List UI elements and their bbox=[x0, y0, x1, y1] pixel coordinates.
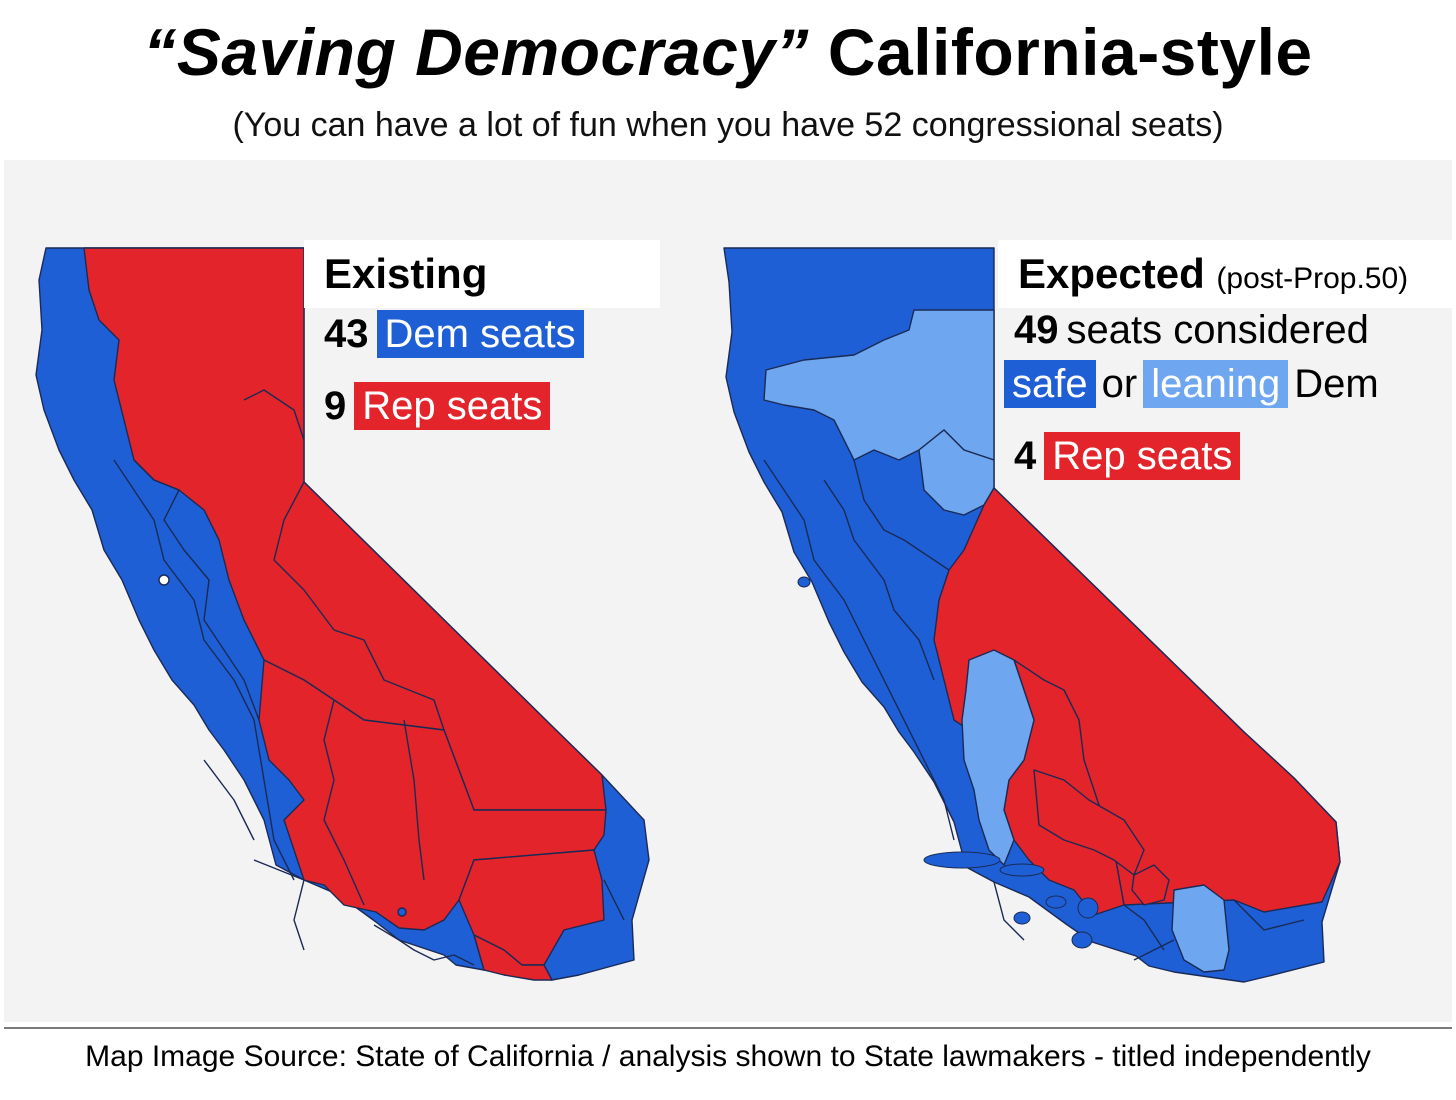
safe-label: safe bbox=[1004, 360, 1096, 408]
existing-heading: Existing bbox=[304, 240, 660, 308]
source-footer: Map Image Source: State of California / … bbox=[85, 1040, 1371, 1073]
expected-heading-sub: (post-Prop.50) bbox=[1216, 262, 1409, 295]
expected-dem-text: seats considered bbox=[1066, 308, 1369, 352]
existing-dem-label: Dem seats bbox=[376, 310, 584, 358]
lean-dem-district-south bbox=[1171, 884, 1230, 973]
expected-heading: Expected (post-Prop.50) bbox=[998, 240, 1456, 308]
existing-dem-count: 43 bbox=[324, 311, 369, 356]
expected-rep-count: 4 bbox=[1014, 433, 1037, 478]
existing-rep-row: 9 Rep seats bbox=[324, 382, 551, 430]
footer-divider bbox=[4, 1027, 1452, 1029]
expected-rep-row: 4 Rep seats bbox=[1014, 432, 1241, 480]
dem-suffix: Dem bbox=[1294, 361, 1379, 406]
maps-panel: Existing 43 Dem seats 9 Rep seats bbox=[4, 160, 1456, 1022]
expected-map: Expected (post-Prop.50) 49 seats conside… bbox=[704, 160, 1456, 1022]
page-title: “Saving Democracy” California-style bbox=[0, 14, 1456, 90]
expected-dem-count: 49 bbox=[1014, 308, 1059, 352]
lean-dem-district-central bbox=[961, 649, 1035, 866]
rep-district-north-east bbox=[83, 247, 607, 811]
expected-map-svg bbox=[723, 247, 1341, 983]
existing-dem-row: 43 Dem seats bbox=[324, 310, 584, 358]
title-quoted-part: “Saving Democracy” bbox=[143, 15, 809, 89]
expected-rep-label: Rep seats bbox=[1044, 432, 1241, 480]
rep-district-south-coast bbox=[473, 934, 553, 981]
rep-district-south-coast bbox=[1131, 864, 1170, 906]
rep-district-lower bbox=[1033, 769, 1145, 876]
expected-heading-title: Expected bbox=[1018, 250, 1205, 297]
title-rest: California-style bbox=[808, 15, 1313, 89]
expected-safe-row: safe or leaning Dem bbox=[1004, 360, 1385, 408]
existing-map: Existing 43 Dem seats 9 Rep seats bbox=[4, 160, 704, 1022]
or-text: or bbox=[1101, 361, 1138, 406]
channel-islands bbox=[797, 576, 1099, 949]
page-subtitle: (You can have a lot of fun when you have… bbox=[232, 106, 1224, 144]
leaning-label: leaning bbox=[1143, 360, 1289, 408]
expected-dem-row: 49 seats considered bbox=[1014, 308, 1369, 353]
existing-rep-count: 9 bbox=[324, 383, 347, 428]
existing-map-svg bbox=[35, 247, 650, 981]
existing-rep-label: Rep seats bbox=[354, 382, 551, 430]
